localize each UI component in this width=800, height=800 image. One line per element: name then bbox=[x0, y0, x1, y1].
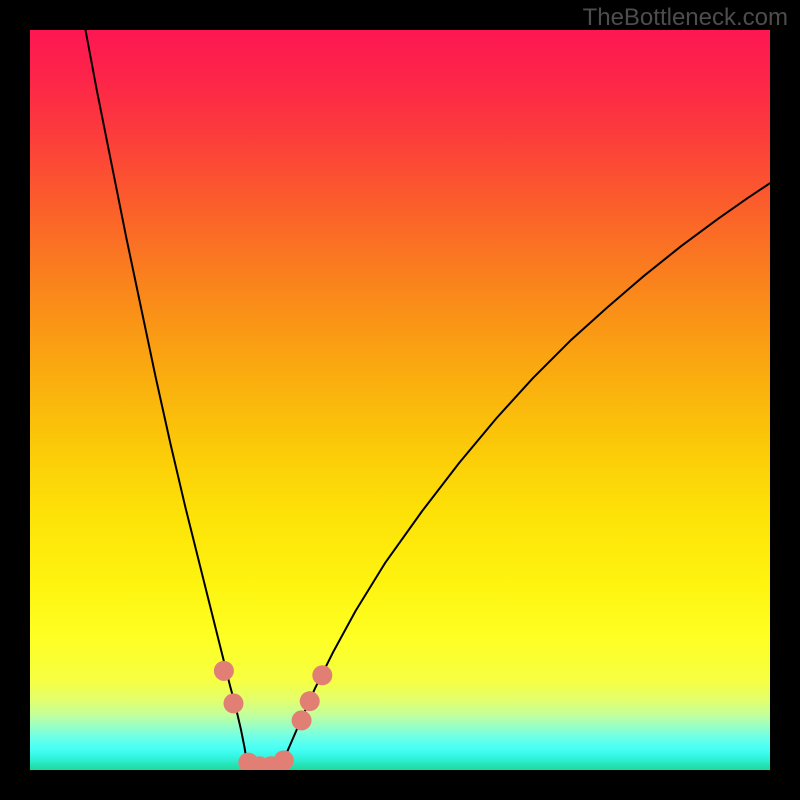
chart-frame-edge bbox=[0, 770, 800, 800]
chart-frame-edge bbox=[0, 0, 30, 800]
data-marker bbox=[274, 750, 294, 770]
data-marker bbox=[224, 693, 244, 713]
data-marker bbox=[214, 661, 234, 681]
watermark-text: TheBottleneck.com bbox=[583, 4, 788, 32]
data-marker bbox=[312, 665, 332, 685]
data-marker bbox=[300, 691, 320, 711]
chart-frame-edge bbox=[770, 0, 800, 800]
chart-svg bbox=[0, 0, 800, 800]
data-marker bbox=[292, 710, 312, 730]
chart-background bbox=[30, 30, 770, 770]
